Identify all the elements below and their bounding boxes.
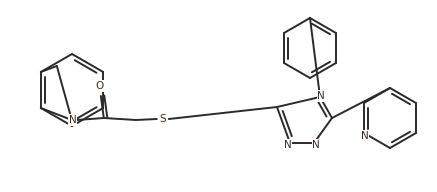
Text: N: N: [312, 140, 320, 150]
Text: O: O: [96, 81, 104, 91]
Text: N: N: [69, 115, 77, 125]
Text: N: N: [317, 91, 325, 101]
Text: N: N: [284, 140, 292, 150]
Text: N: N: [361, 131, 369, 141]
Text: S: S: [160, 114, 166, 124]
